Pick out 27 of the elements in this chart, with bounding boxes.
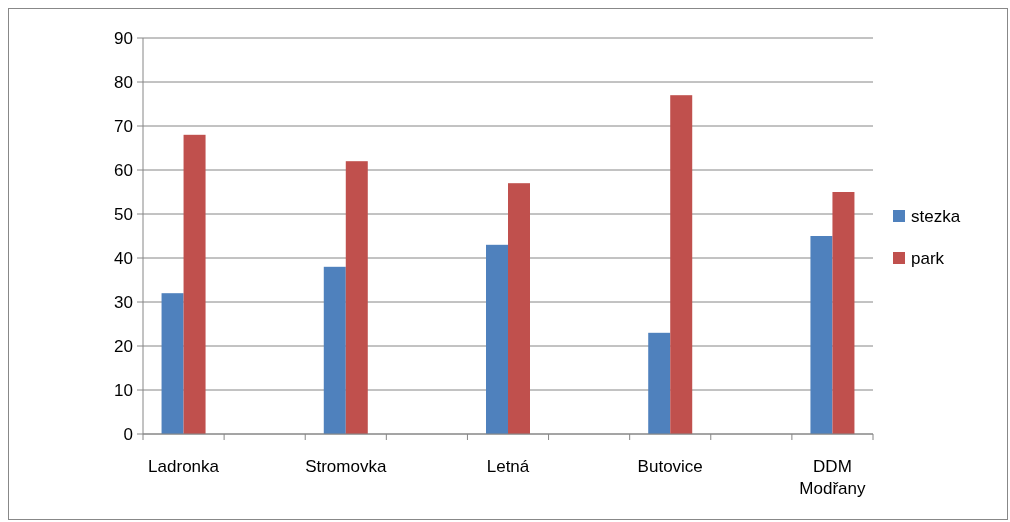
legend-label: stezka [911,206,961,226]
y-tick-label: 90 [114,28,133,48]
y-tick-label: 0 [123,424,133,444]
x-tick-label: DDM Modřany [799,457,867,498]
bar [183,134,206,434]
bar [508,183,530,434]
x-tick-label: Ladronka [148,457,220,476]
y-tick-label: 40 [114,248,133,268]
y-tick-label: 20 [114,336,133,356]
bar [161,293,184,434]
y-tick-label: 10 [114,380,133,400]
y-tick-label: 80 [114,72,133,92]
bar [670,95,693,434]
bar [486,244,508,434]
legend-label: park [911,248,945,268]
y-tick-label: 70 [114,116,133,136]
bar [832,192,855,434]
y-tick-label: 30 [114,292,133,312]
x-tick-label: Letná [486,457,530,476]
bar [345,161,368,434]
x-tick-label: Butovice [637,457,703,476]
y-tick-label: 50 [114,204,133,224]
bar [323,266,346,434]
y-tick-label: 60 [114,160,133,180]
bar [648,332,671,434]
x-tick-label: Stromovka [305,457,387,476]
bar [810,236,833,434]
